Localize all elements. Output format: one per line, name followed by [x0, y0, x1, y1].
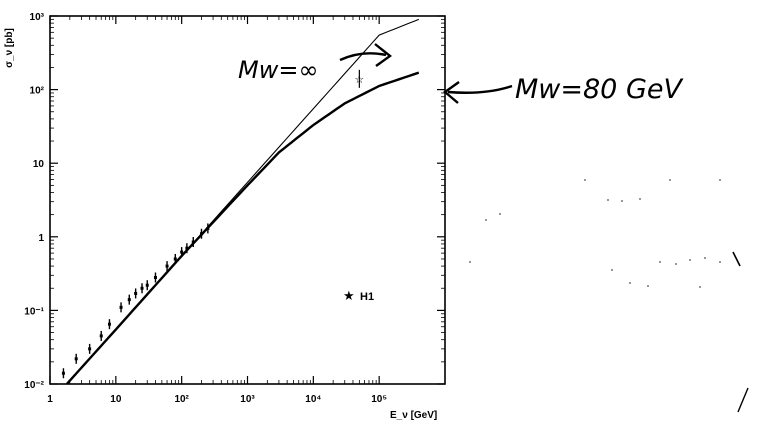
data-point [61, 371, 65, 375]
x-tick-label: 10² [174, 394, 189, 405]
data-point [191, 240, 195, 244]
x-tick-label: 1 [47, 394, 53, 405]
annotation-mw-80gev: Mw=80 GeV [443, 74, 684, 105]
x-tick-label: 10 [110, 394, 122, 405]
data-point [88, 347, 92, 351]
annotation-arrow-left-icon [447, 84, 513, 94]
annotation-mw-infinity-text: Mw=∞ [238, 56, 318, 84]
y-tick-label: 10⁻¹ [24, 306, 44, 317]
y-tick-label: 10⁻² [24, 380, 44, 391]
x-tick-label: 10⁵ [371, 394, 387, 405]
series-line-mw-80gev [65, 71, 420, 385]
scan-marks [469, 179, 721, 288]
data-point [119, 305, 123, 309]
annotation-arrow-right-icon [339, 52, 387, 62]
data-point [173, 257, 177, 261]
series-layer [65, 18, 420, 385]
pen-stroke-mark [732, 251, 741, 267]
x-tick-label: 10⁴ [305, 394, 321, 405]
y-tick-label: 10³ [30, 12, 45, 23]
data-point [74, 357, 78, 361]
pen-stroke-mark-bottom [737, 387, 749, 413]
annotation-mw-infinity: Mw=∞ [238, 43, 392, 84]
data-point [185, 246, 189, 250]
data-point [165, 264, 169, 268]
data-point [180, 250, 184, 254]
data-point [145, 283, 149, 287]
legend-h1-star-icon: ★ [343, 289, 355, 304]
data-point [140, 286, 144, 290]
data-point [153, 275, 157, 279]
x-axis-label: E_ν [GeV] [390, 410, 437, 421]
x-axis-ticks: 1 10 10² 10³ 10⁴ 10⁵ [47, 16, 387, 405]
data-point [99, 334, 103, 338]
y-tick-label: 1 [38, 233, 44, 244]
data-point [206, 226, 210, 230]
data-point [134, 291, 138, 295]
data-points-layer: ☆ [61, 69, 364, 379]
data-point [107, 322, 111, 326]
legend-h1: ★ H1 [343, 289, 374, 304]
annotation-arrowhead-right-icon [374, 43, 392, 67]
legend-h1-label: H1 [360, 291, 374, 303]
annotation-arrowhead-left-icon [443, 81, 460, 104]
y-tick-label: 10 [33, 159, 45, 170]
x-tick-label: 10³ [240, 394, 255, 405]
h1-point-star-icon: ☆ [354, 73, 364, 86]
y-tick-label: 10² [30, 86, 45, 97]
annotation-mw-80gev-text: Mw=80 GeV [515, 74, 684, 105]
y-axis-label: σ_ν [pb] [4, 28, 15, 68]
data-point [199, 232, 203, 236]
data-point [127, 298, 131, 302]
y-axis-ticks: 10⁻² 10⁻¹ 1 10 10² 10³ [24, 12, 445, 391]
